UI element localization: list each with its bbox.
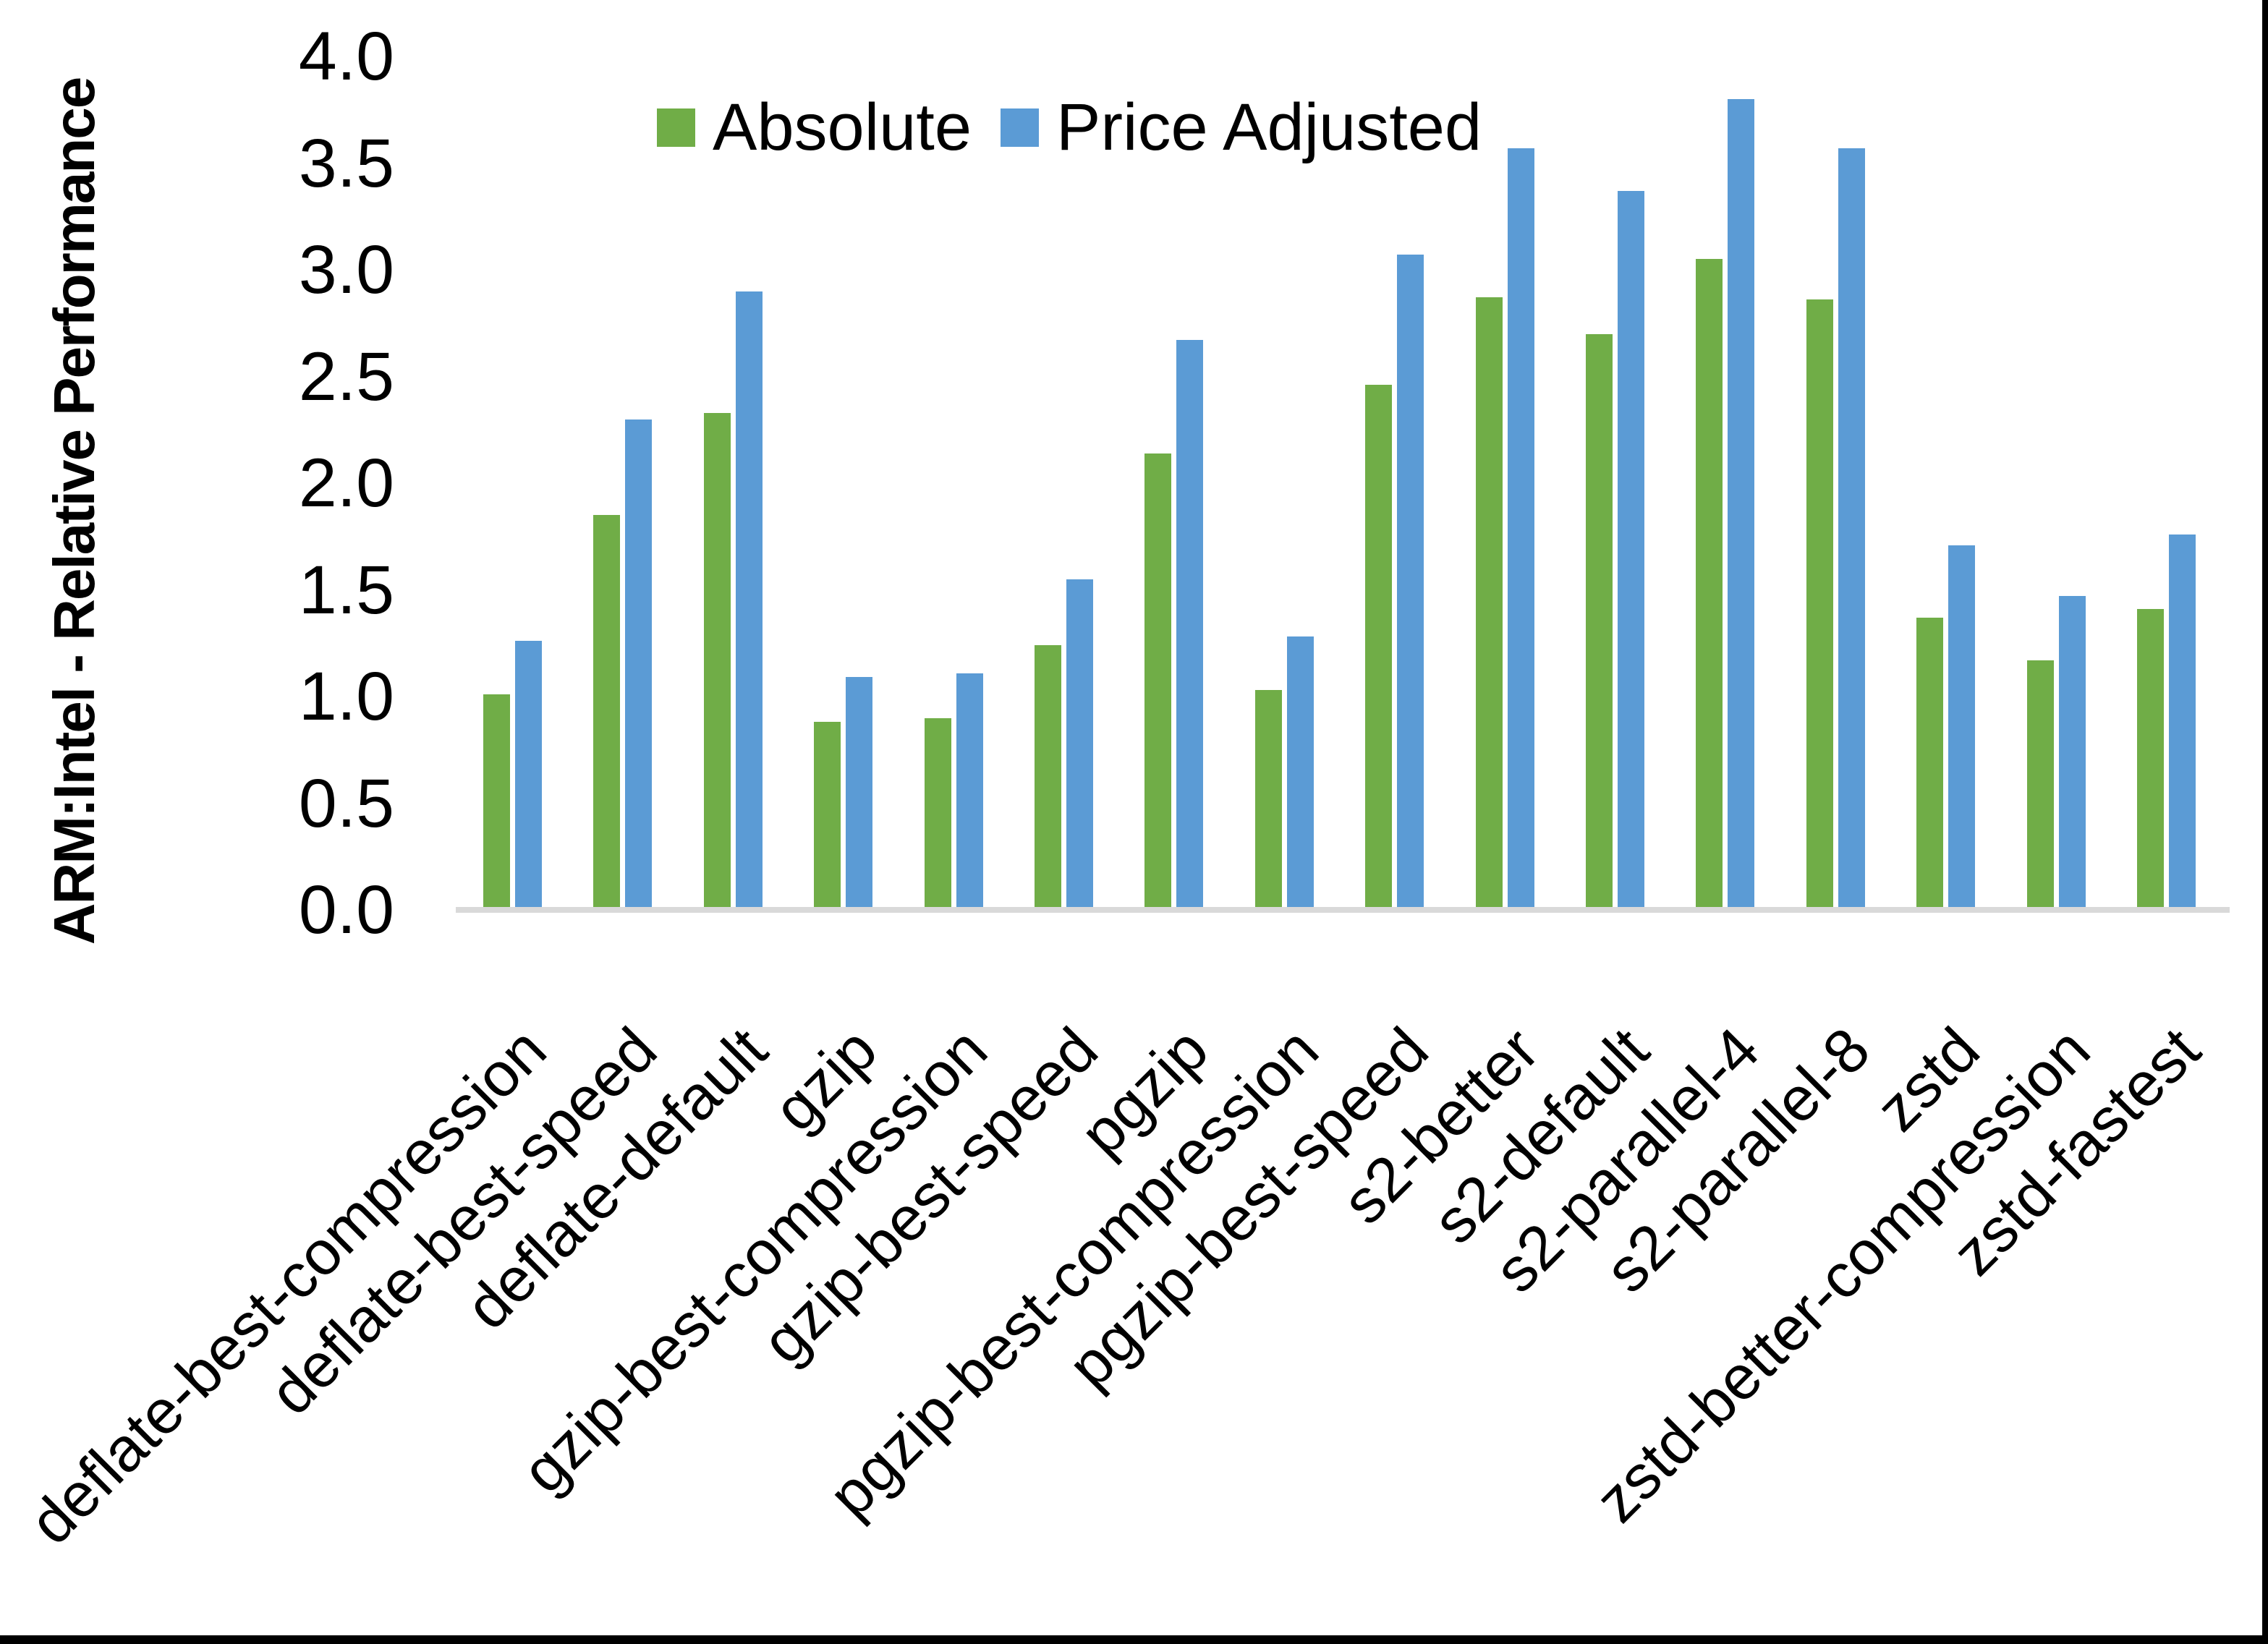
legend-item-price-adjusted: Price Adjusted bbox=[1001, 94, 1482, 161]
bar-price-adjusted-zstd-better-compression bbox=[2058, 596, 2086, 910]
y-tick-label-1.0: 1.0 bbox=[298, 658, 394, 735]
bar-absolute-gzip-best-compression bbox=[924, 717, 951, 910]
bar-price-adjusted-s2-better bbox=[1507, 148, 1534, 910]
bar-price-adjusted-pgzip-best-speed bbox=[1397, 255, 1424, 910]
bar-absolute-zstd-fastest bbox=[2137, 609, 2164, 910]
bar-absolute-pgzip bbox=[1144, 453, 1172, 910]
legend-swatch-price-adjusted-icon bbox=[1001, 108, 1039, 147]
legend-item-absolute: Absolute bbox=[657, 94, 972, 161]
y-tick-label-2.0: 2.0 bbox=[298, 445, 394, 521]
y-tick-label-0.0: 0.0 bbox=[298, 872, 394, 948]
y-tick-label-3.0: 3.0 bbox=[298, 231, 394, 308]
bar-price-adjusted-gzip-best-compression bbox=[956, 673, 983, 910]
bar-price-adjusted-deflate-best-speed bbox=[625, 419, 653, 910]
bar-absolute-s2-parallel-4 bbox=[1696, 259, 1723, 910]
bar-absolute-s2-default bbox=[1586, 333, 1613, 910]
y-tick-label-2.5: 2.5 bbox=[298, 338, 394, 415]
x-axis-line bbox=[456, 907, 2230, 913]
bar-absolute-s2-better bbox=[1475, 297, 1503, 910]
bar-price-adjusted-pgzip-best-compression bbox=[1286, 636, 1314, 910]
bar-price-adjusted-gzip-best-speed bbox=[1066, 579, 1093, 910]
bar-price-adjusted-zstd-fastest bbox=[2169, 534, 2196, 910]
y-axis-title: ARM:Intel - Relative Performance bbox=[42, 77, 106, 945]
bar-absolute-pgzip-best-speed bbox=[1365, 385, 1393, 910]
bar-price-adjusted-s2-parallel-8 bbox=[1838, 148, 1865, 910]
bar-price-adjusted-s2-default bbox=[1618, 190, 1644, 910]
window-bottom-border bbox=[0, 1635, 2268, 1644]
bar-price-adjusted-pgzip bbox=[1176, 340, 1204, 910]
bar-price-adjusted-deflate-default bbox=[735, 291, 763, 910]
y-tick-label-3.5: 3.5 bbox=[298, 124, 394, 202]
bar-absolute-deflate-default bbox=[703, 412, 731, 910]
legend-label-price-adjusted: Price Adjusted bbox=[1056, 90, 1482, 164]
bar-price-adjusted-gzip bbox=[846, 677, 873, 910]
bar-absolute-zstd-better-compression bbox=[2026, 660, 2054, 910]
y-tick-label-0.5: 0.5 bbox=[298, 764, 394, 842]
window-right-border bbox=[2262, 0, 2268, 1644]
legend-swatch-absolute-icon bbox=[657, 108, 695, 147]
bar-absolute-pgzip-best-compression bbox=[1254, 690, 1282, 910]
y-tick-label-1.5: 1.5 bbox=[298, 551, 394, 629]
bar-price-adjusted-zstd bbox=[1948, 545, 1976, 910]
y-tick-label-4.0: 4.0 bbox=[298, 18, 394, 95]
bar-absolute-s2-parallel-8 bbox=[1806, 299, 1833, 910]
legend-label-absolute: Absolute bbox=[713, 90, 972, 164]
bar-price-adjusted-deflate-best-compression bbox=[515, 641, 542, 910]
bar-absolute-deflate-best-compression bbox=[483, 694, 510, 910]
bar-absolute-gzip-best-speed bbox=[1035, 645, 1061, 910]
bar-price-adjusted-s2-parallel-4 bbox=[1728, 99, 1755, 910]
bar-absolute-zstd bbox=[1916, 617, 1944, 910]
bar-absolute-deflate-best-speed bbox=[593, 515, 621, 910]
bar-absolute-gzip bbox=[814, 722, 841, 910]
